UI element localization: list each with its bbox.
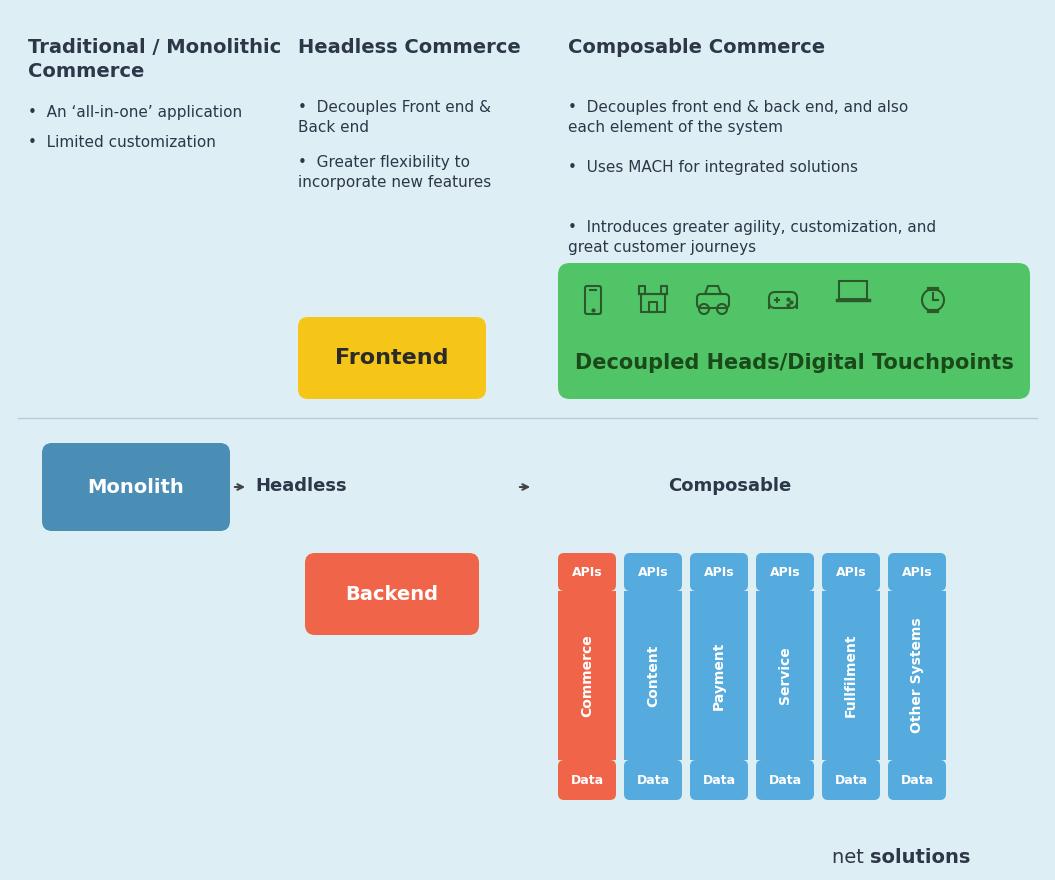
Bar [888, 591, 946, 760]
FancyBboxPatch shape [822, 760, 880, 800]
Bar [624, 591, 682, 760]
Text: Headless Commerce: Headless Commerce [298, 38, 521, 57]
Text: Payment: Payment [712, 642, 726, 709]
Text: Commerce: Commerce [580, 634, 594, 717]
Text: APIs: APIs [637, 566, 668, 578]
Bar [690, 591, 748, 760]
Text: solutions: solutions [870, 848, 971, 867]
FancyBboxPatch shape [756, 553, 814, 591]
FancyBboxPatch shape [558, 760, 616, 800]
Text: APIs: APIs [836, 566, 866, 578]
Text: Monolith: Monolith [88, 478, 185, 496]
Bar [888, 591, 946, 760]
Bar [641, 294, 665, 312]
Bar [756, 591, 814, 760]
Text: Composable: Composable [669, 477, 791, 495]
Bar [690, 591, 748, 760]
FancyBboxPatch shape [558, 263, 1030, 399]
Text: Frontend: Frontend [335, 348, 448, 368]
Bar [624, 591, 682, 760]
FancyBboxPatch shape [756, 760, 814, 800]
FancyBboxPatch shape [690, 760, 748, 800]
FancyBboxPatch shape [42, 443, 230, 531]
FancyBboxPatch shape [624, 553, 682, 591]
FancyBboxPatch shape [822, 553, 880, 591]
Text: APIs: APIs [704, 566, 734, 578]
Text: APIs: APIs [770, 566, 801, 578]
Text: •  Introduces greater agility, customization, and
great customer journeys: • Introduces greater agility, customizat… [568, 220, 936, 255]
Bar [756, 591, 814, 760]
Text: Traditional / Monolithic: Traditional / Monolithic [28, 38, 282, 57]
FancyBboxPatch shape [888, 760, 946, 800]
Text: Fullfilment: Fullfilment [844, 634, 858, 717]
Text: Content: Content [646, 644, 660, 707]
FancyBboxPatch shape [888, 553, 946, 591]
Text: Other Systems: Other Systems [910, 618, 924, 733]
FancyBboxPatch shape [690, 553, 748, 591]
Text: •  An ‘all-in-one’ application: • An ‘all-in-one’ application [28, 105, 243, 120]
Text: APIs: APIs [572, 566, 602, 578]
Text: Backend: Backend [345, 584, 439, 604]
Text: APIs: APIs [902, 566, 933, 578]
Bar [558, 591, 616, 760]
Text: •  Decouples front end & back end, and also
each element of the system: • Decouples front end & back end, and al… [568, 100, 908, 135]
Text: •  Uses MACH for integrated solutions: • Uses MACH for integrated solutions [568, 160, 858, 175]
Text: •  Limited customization: • Limited customization [28, 135, 216, 150]
FancyBboxPatch shape [298, 317, 486, 399]
FancyBboxPatch shape [305, 553, 479, 635]
Text: Composable Commerce: Composable Commerce [568, 38, 825, 57]
FancyBboxPatch shape [558, 553, 616, 591]
Text: Data: Data [571, 774, 603, 787]
FancyBboxPatch shape [624, 760, 682, 800]
Text: Data: Data [768, 774, 802, 787]
Text: Data: Data [835, 774, 867, 787]
Bar [839, 281, 867, 299]
Text: Decoupled Heads/Digital Touchpoints: Decoupled Heads/Digital Touchpoints [575, 353, 1014, 373]
Text: Data: Data [703, 774, 735, 787]
Bar [822, 591, 880, 760]
Text: •  Decouples Front end &
Back end: • Decouples Front end & Back end [298, 100, 491, 135]
Text: Data: Data [900, 774, 934, 787]
Text: Service: Service [778, 647, 792, 704]
Text: Data: Data [636, 774, 670, 787]
Bar [558, 591, 616, 760]
Text: Commerce: Commerce [28, 62, 145, 81]
Text: •  Greater flexibility to
incorporate new features: • Greater flexibility to incorporate new… [298, 155, 492, 190]
Bar [822, 591, 880, 760]
Text: Headless: Headless [255, 477, 347, 495]
Text: net: net [832, 848, 870, 867]
